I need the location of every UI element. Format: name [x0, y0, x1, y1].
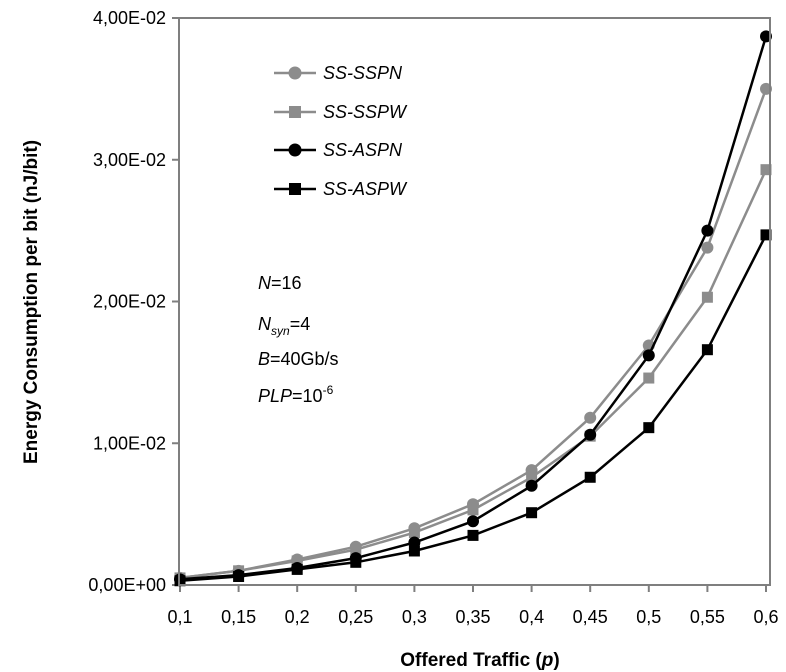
x-tick-label: 0,35: [455, 607, 490, 627]
data-point-ss-aspn: [584, 428, 597, 441]
annotation-plp-var: PLP: [258, 386, 292, 406]
data-point-ss-aspn: [642, 349, 655, 362]
data-point-ss-aspw: [701, 344, 713, 356]
x-axis-title: Offered Traffic (p): [400, 650, 559, 671]
annotation-plp: PLP=10-6: [258, 383, 334, 406]
legend: SS-SSPN SS-SSPW SS-ASPN SS-ASPW: [274, 63, 408, 199]
legend-marker-ss-sspn: [288, 66, 302, 80]
data-point-ss-aspw: [291, 563, 303, 575]
x-tick-label: 0,5: [636, 607, 661, 627]
annotation-plp-exponent: -6: [323, 383, 334, 397]
data-point-ss-sspw: [701, 291, 713, 303]
data-point-ss-sspw: [350, 544, 362, 556]
data-point-ss-sspw: [291, 555, 303, 567]
data-point-ss-aspn: [467, 515, 479, 528]
annotation-nsyn-value: =4: [290, 314, 311, 334]
y-tick-label: 2,00E-02: [93, 292, 166, 312]
data-point-ss-aspw: [760, 229, 772, 241]
plot-area-border: [178, 17, 771, 586]
data-point-ss-aspw: [408, 545, 420, 557]
data-point-ss-sspw: [760, 164, 772, 176]
legend-label-ss-sspn: SS-SSPN: [323, 63, 403, 83]
data-point-ss-sspn: [584, 411, 597, 424]
legend-marker-ss-sspw: [289, 106, 301, 118]
data-point-ss-aspw: [350, 556, 362, 568]
data-point-ss-sspw: [643, 372, 655, 384]
legend-label-ss-aspn: SS-ASPN: [323, 140, 403, 160]
legend-marker-ss-aspn: [288, 143, 302, 157]
y-tick-label: 0,00E+00: [88, 575, 166, 595]
x-axis-title-variable: p: [541, 650, 554, 671]
x-tick-label: 0,6: [753, 607, 778, 627]
x-axis-title-main: Offered Traffic (: [400, 650, 542, 671]
data-point-ss-aspw: [643, 422, 655, 434]
annotation-nsyn-subscript: syn: [271, 324, 290, 338]
x-axis-ticks: 0,1 0,15 0,2 0,25 0,3 0,35 0,4 0,45 0,5 0,55 0,6: [167, 585, 779, 627]
annotation-b-value: =40Gb/s: [270, 349, 339, 369]
annotation-nsyn-var: N: [258, 314, 272, 334]
y-axis-ticks: 0,00E+00 1,00E-02 2,00E-02 3,00E-02 4,00E-02: [88, 8, 179, 595]
annotation-plp-value: =10: [292, 386, 323, 406]
annotation-n-value: =16: [271, 273, 302, 293]
series-ss-aspw: [174, 229, 772, 587]
legend-marker-ss-aspw: [289, 183, 301, 195]
x-tick-label: 0,2: [285, 607, 310, 627]
x-axis-title-end: ): [553, 650, 559, 671]
x-tick-label: 0,3: [402, 607, 427, 627]
legend-label-ss-sspw: SS-SSPW: [323, 102, 408, 122]
data-point-ss-aspn: [701, 224, 714, 237]
x-tick-label: 0,55: [690, 607, 725, 627]
annotation-n: N=16: [258, 273, 302, 293]
annotation-nsyn: Nsyn=4: [258, 314, 310, 338]
parameter-annotations: N=16 Nsyn=4 B=40Gb/s PLP=10-6: [258, 273, 339, 406]
data-point-ss-sspw: [408, 527, 420, 539]
x-tick-label: 0,45: [573, 607, 608, 627]
y-tick-label: 3,00E-02: [93, 150, 166, 170]
x-tick-label: 0,1: [167, 607, 192, 627]
data-point-ss-sspw: [526, 471, 538, 483]
data-point-ss-sspw: [467, 504, 479, 516]
data-point-ss-aspw: [233, 570, 245, 582]
y-tick-label: 4,00E-02: [93, 8, 166, 28]
annotation-b: B=40Gb/s: [258, 349, 339, 369]
legend-item-ss-aspn: SS-ASPN: [274, 140, 403, 160]
x-tick-label: 0,4: [519, 607, 544, 627]
annotation-n-var: N: [258, 273, 272, 293]
data-point-ss-aspn: [525, 479, 538, 492]
x-tick-label: 0,25: [338, 607, 373, 627]
data-point-ss-aspn: [408, 536, 421, 549]
data-point-ss-sspn: [701, 241, 714, 254]
y-tick-label: 1,00E-02: [93, 433, 166, 453]
legend-item-ss-sspn: SS-SSPN: [274, 63, 403, 83]
legend-item-ss-sspw: SS-SSPW: [274, 102, 408, 122]
legend-item-ss-aspw: SS-ASPW: [274, 179, 408, 199]
x-tick-label: 0,15: [221, 607, 256, 627]
series-lines: [174, 30, 772, 587]
annotation-b-var: B: [258, 349, 270, 369]
data-point-ss-aspw: [584, 471, 596, 483]
data-point-ss-aspw: [467, 529, 479, 541]
legend-label-ss-aspw: SS-ASPW: [323, 179, 408, 199]
data-point-ss-aspw: [526, 507, 538, 519]
y-axis-title: Energy Consumption per bit (nJ/bit): [21, 140, 42, 464]
